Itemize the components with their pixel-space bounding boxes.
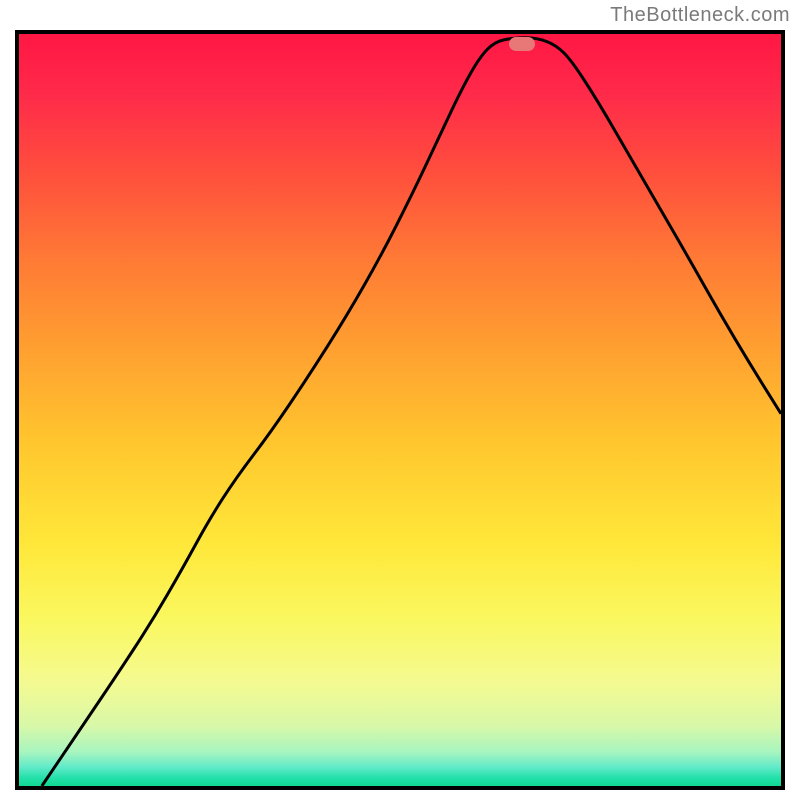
chart-plot-area <box>19 34 781 786</box>
bottleneck-curve <box>19 34 781 786</box>
watermark-text: TheBottleneck.com <box>610 4 790 27</box>
optimal-marker <box>509 37 535 51</box>
chart-frame <box>15 30 785 790</box>
